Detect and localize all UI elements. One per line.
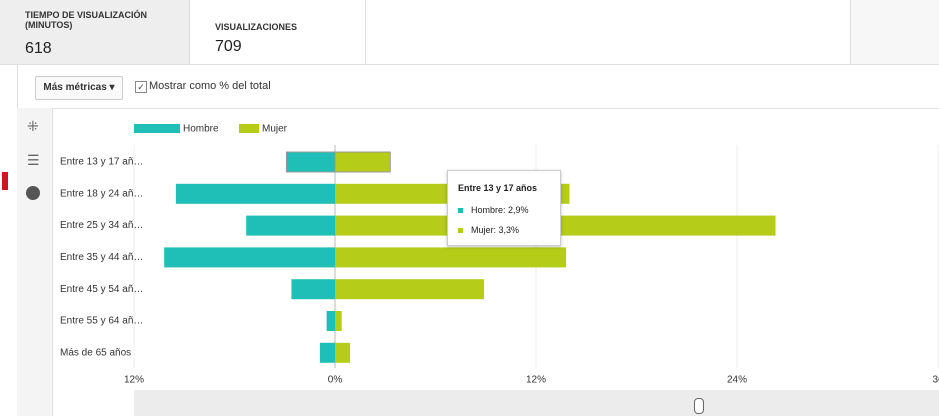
sidebar-icon[interactable]: ⁜ bbox=[27, 118, 39, 134]
empty-card bbox=[850, 0, 939, 64]
bar bbox=[285, 151, 336, 173]
bar bbox=[175, 183, 335, 204]
bar bbox=[335, 247, 567, 268]
bar bbox=[164, 247, 335, 268]
more-metrics-button[interactable]: Más métricas ▾ bbox=[35, 76, 123, 100]
metric-card[interactable]: VISUALIZACIONES 709 bbox=[190, 0, 366, 64]
metric-label: TIEMPO DE VISUALIZACIÓN (MINUTOS) bbox=[25, 10, 148, 30]
x-tick-label: 12% bbox=[124, 375, 144, 386]
legend-swatch bbox=[134, 124, 180, 133]
tooltip-text: Mujer: 3,3% bbox=[471, 225, 520, 235]
category-label: Entre 18 y 24 añ… bbox=[60, 188, 143, 199]
category-label: Entre 25 y 34 añ… bbox=[60, 220, 143, 231]
bar bbox=[319, 342, 335, 363]
category-label: Entre 35 y 44 añ… bbox=[60, 252, 143, 263]
bar bbox=[291, 279, 335, 300]
bar bbox=[335, 279, 485, 300]
tooltip-line: Mujer: 3,3% bbox=[458, 225, 519, 235]
tooltip-text: Hombre: 2,9% bbox=[471, 205, 529, 215]
top-strip bbox=[0, 0, 939, 65]
tooltip-title: Entre 13 y 17 años bbox=[458, 183, 538, 193]
checkbox-label: Mostrar como % del total bbox=[149, 80, 271, 92]
timeline bbox=[134, 390, 939, 416]
bar bbox=[326, 311, 335, 331]
sidebar-icon[interactable]: ☰ bbox=[27, 152, 40, 168]
metric-card[interactable]: TIEMPO DE VISUALIZACIÓN (MINUTOS) 618 bbox=[0, 0, 190, 64]
bar bbox=[246, 215, 335, 236]
x-tick-label: 36 bbox=[932, 375, 939, 386]
x-tick-label: 12% bbox=[526, 375, 546, 386]
checkbox[interactable]: ✓ bbox=[135, 81, 147, 93]
sidebar bbox=[17, 108, 53, 416]
x-tick-label: 24% bbox=[727, 375, 747, 386]
tooltip-line: Hombre: 2,9% bbox=[458, 205, 529, 215]
category-label: Entre 45 y 54 añ… bbox=[60, 284, 143, 295]
category-label: Más de 65 años bbox=[60, 347, 131, 358]
metric-value: 709 bbox=[215, 38, 242, 55]
bar bbox=[335, 311, 342, 331]
metric-label: VISUALIZACIONES bbox=[215, 22, 298, 32]
legend-swatch bbox=[239, 124, 259, 133]
category-label: Entre 13 y 17 añ… bbox=[60, 157, 143, 168]
timeline-handle[interactable] bbox=[694, 398, 704, 414]
controls-bar bbox=[17, 65, 939, 109]
tooltip: Entre 13 y 17 años Hombre: 2,9% Mujer: 3… bbox=[447, 170, 561, 246]
category-label: Entre 55 y 64 añ… bbox=[60, 316, 143, 327]
bar bbox=[335, 342, 351, 363]
legend-label: Mujer bbox=[262, 124, 288, 135]
selection-marker bbox=[2, 172, 8, 190]
metric-value: 618 bbox=[25, 40, 52, 57]
bar bbox=[334, 151, 391, 173]
button-label: Más métricas bbox=[43, 82, 107, 93]
x-tick-label: 0% bbox=[328, 375, 343, 386]
sidebar-icon[interactable] bbox=[26, 186, 40, 200]
legend-label: Hombre bbox=[183, 124, 219, 135]
